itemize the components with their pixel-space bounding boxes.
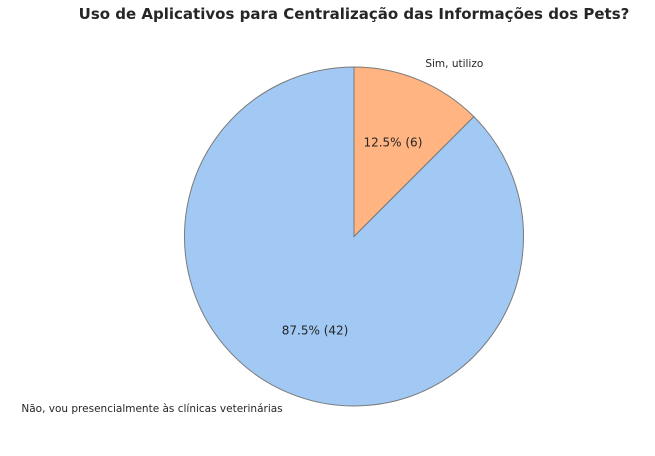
pie-slice-1 <box>184 66 524 407</box>
slice-category-label-0: Sim, utilizo <box>425 58 483 70</box>
pie-slice-0 <box>353 66 475 238</box>
slice-percent-label-0: 12.5% (6) <box>363 136 422 150</box>
slice-category-label-1: Não, vou presencialmente às clínicas vet… <box>21 403 282 415</box>
chart-title: Uso de Aplicativos para Centralização da… <box>79 5 630 23</box>
pie-labels: 12.5% (6) Sim, utilizo 87.5% (42) Não, vou … <box>21 58 483 415</box>
pie-slices <box>184 66 524 407</box>
slice-percent-label-1: 87.5% (42) <box>282 323 349 337</box>
